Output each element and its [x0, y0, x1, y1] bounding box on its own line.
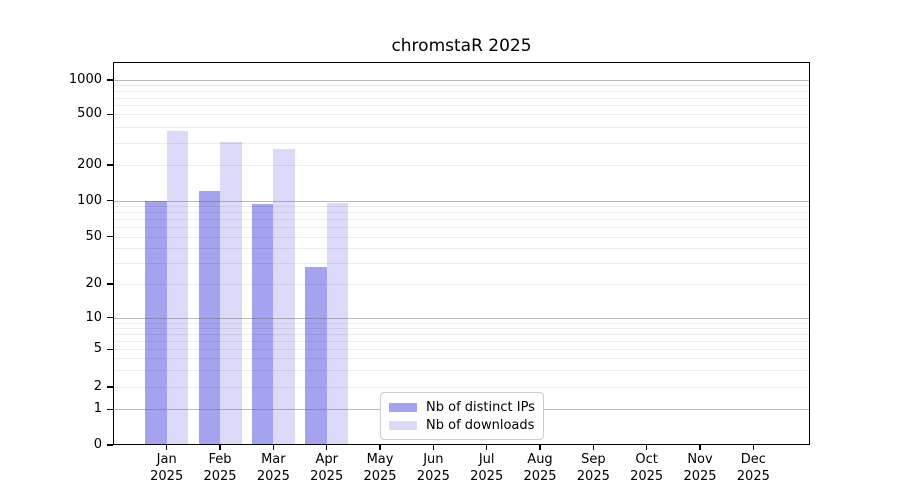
y-axis-tick: [107, 200, 113, 202]
x-axis-tick: [699, 445, 701, 450]
y-axis-tick-label: 100: [77, 192, 102, 208]
y-axis-tick: [107, 386, 113, 388]
x-axis-tick: [432, 445, 435, 450]
y-axis-tick: [107, 236, 113, 238]
x-axis-tick-label: Jun 2025: [416, 452, 450, 484]
x-axis-tick-label: Sep 2025: [576, 452, 610, 484]
x-axis-tick-label: Apr 2025: [310, 452, 344, 484]
x-axis-tick: [592, 445, 595, 450]
y-axis-tick: [107, 79, 113, 81]
x-axis-tick: [379, 445, 381, 450]
gridline-minor: [113, 126, 810, 128]
x-axis-tick: [272, 445, 275, 450]
legend-swatch: [389, 420, 417, 430]
y-axis-tick: [107, 317, 113, 319]
x-axis-tick: [539, 445, 541, 450]
y-axis-tick: [107, 283, 113, 285]
gridline-minor: [113, 91, 810, 93]
bar-downloads: [166, 130, 189, 445]
legend-label: Nb of downloads: [426, 417, 535, 433]
legend-swatch: [389, 402, 417, 412]
y-axis-tick-label: 200: [77, 157, 102, 172]
x-axis-tick-label: Aug 2025: [523, 452, 557, 484]
x-axis-tick: [485, 445, 488, 450]
gridline-minor: [113, 105, 810, 107]
x-axis-tick-label: Jul 2025: [470, 452, 504, 484]
y-axis-tick: [107, 113, 113, 115]
x-axis-tick-label: Feb 2025: [203, 452, 237, 484]
chart-title: chromstaR 2025: [391, 36, 532, 56]
legend-label: Nb of distinct IPs: [426, 399, 535, 415]
y-axis-tick-label: 5: [93, 341, 102, 357]
gridline-minor: [113, 142, 810, 144]
gridline-minor: [113, 85, 810, 87]
bar-distinct-ips: [251, 204, 274, 445]
x-axis-tick: [219, 445, 221, 450]
x-axis-tick: [645, 445, 648, 450]
y-axis-tick: [107, 348, 113, 350]
y-axis-tick-label: 50: [85, 228, 102, 244]
y-axis-tick-label: 500: [77, 106, 102, 122]
gridline-minor: [113, 97, 810, 99]
bar-downloads: [273, 149, 295, 445]
x-axis-tick-label: Oct 2025: [630, 452, 664, 484]
bar-distinct-ips: [198, 191, 221, 445]
x-axis-tick-label: Mar 2025: [256, 452, 290, 484]
x-axis-tick: [325, 445, 328, 450]
legend-item: Nb of distinct IPs: [389, 398, 535, 416]
x-axis-tick: [752, 445, 755, 450]
x-axis-tick-label: May 2025: [363, 452, 397, 484]
y-axis-tick-label: 20: [85, 276, 102, 291]
y-axis-tick: [107, 444, 113, 446]
x-axis-tick-label: Nov 2025: [683, 452, 717, 484]
bar-downloads: [220, 141, 242, 445]
gridline-minor: [113, 165, 810, 166]
bar-distinct-ips: [305, 266, 327, 445]
bar-distinct-ips: [145, 200, 167, 445]
legend: Nb of distinct IPs Nb of downloads: [380, 392, 544, 440]
y-axis-tick: [107, 164, 113, 166]
x-axis-tick-label: Jan 2025: [150, 452, 184, 484]
y-axis-tick-label: 10: [85, 309, 102, 325]
x-axis-tick: [166, 445, 168, 450]
y-axis-tick: [107, 408, 113, 410]
y-axis-tick-label: 2: [93, 379, 102, 394]
y-axis-tick-label: 1: [93, 401, 102, 417]
bar-downloads: [326, 202, 349, 445]
y-axis-tick-label: 0: [93, 437, 102, 452]
gridline-minor: [113, 114, 810, 116]
y-axis-tick-label: 1000: [68, 72, 102, 87]
x-axis-tick-label: Dec 2025: [736, 452, 770, 484]
gridline-major: [113, 80, 810, 81]
legend-item: Nb of downloads: [389, 416, 535, 434]
